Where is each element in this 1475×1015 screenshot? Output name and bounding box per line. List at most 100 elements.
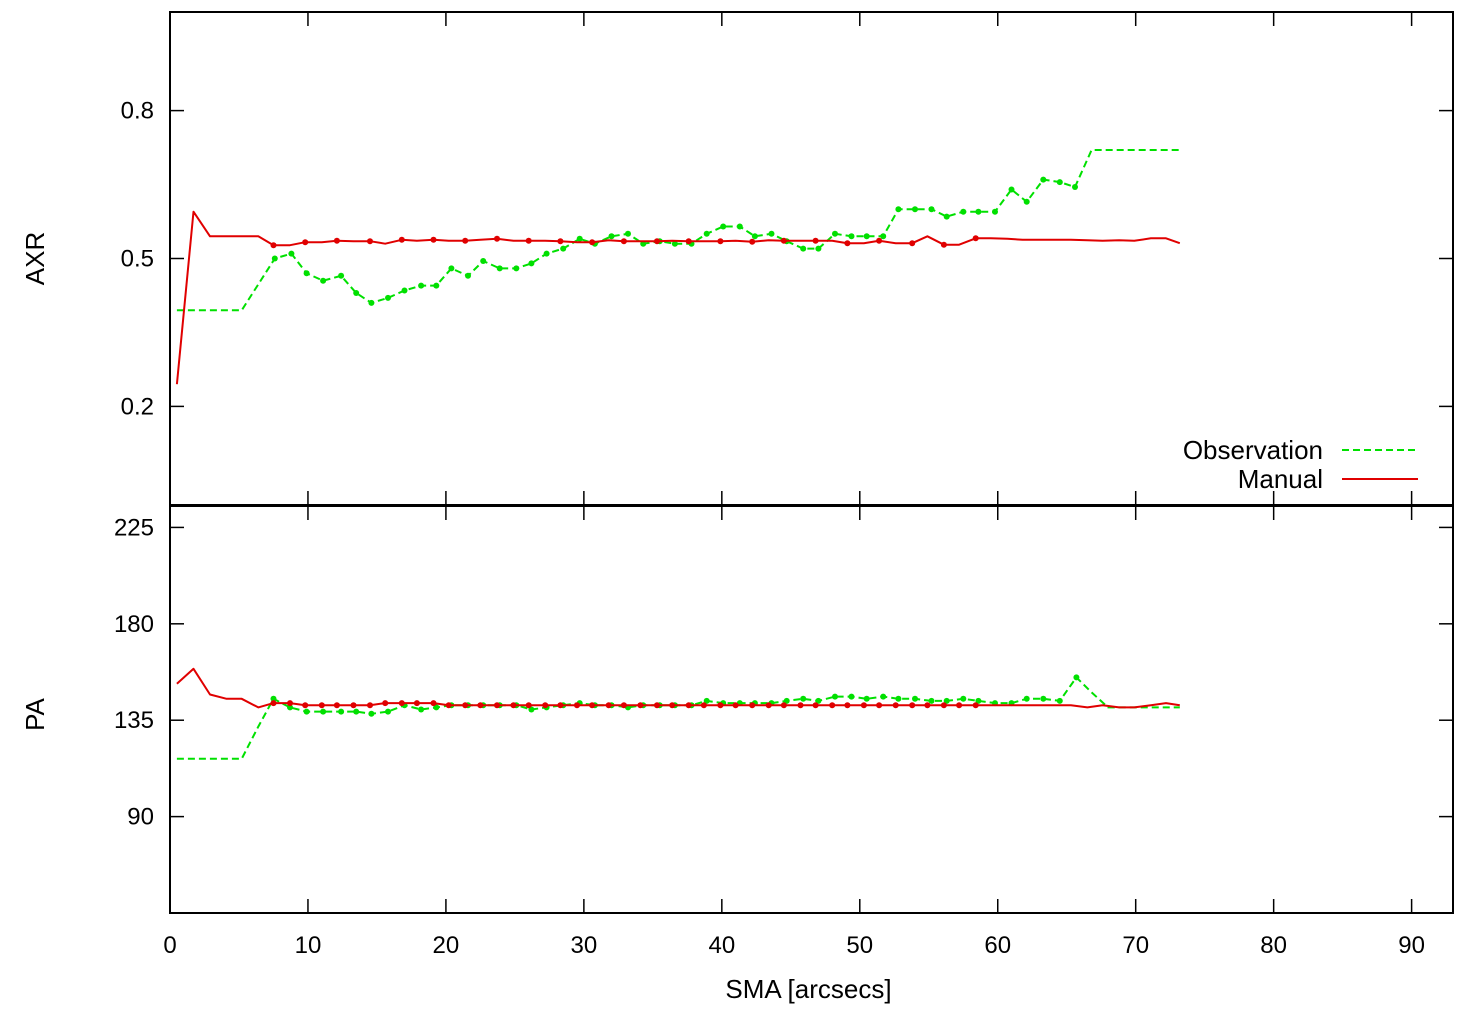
pa-plot-area [176, 667, 1180, 760]
axr-point-observation [480, 258, 487, 264]
axr-point-observation [703, 230, 710, 237]
pa-point-manual [382, 700, 389, 707]
pa-point-observation [960, 695, 967, 702]
pa-point-manual [589, 702, 596, 709]
xtick-label: 0 [163, 932, 176, 959]
axr-point-manual [972, 235, 979, 242]
pa-point-manual [700, 702, 707, 709]
axr-point-manual [557, 238, 564, 245]
pa-ytick-label: 90 [127, 804, 154, 831]
axr-point-observation [751, 233, 758, 240]
pa-point-observation [385, 708, 391, 715]
axr-point-observation [353, 290, 360, 296]
axr-point-observation [895, 206, 902, 213]
axr-point-manual [302, 239, 309, 246]
xtick-label: 50 [846, 932, 873, 959]
axr-point-manual [844, 240, 851, 247]
axr-point-observation [1023, 198, 1030, 205]
pa-point-observation [1073, 674, 1080, 681]
pa-point-manual [940, 702, 947, 709]
axr-point-manual [333, 237, 340, 244]
pa-point-manual [462, 702, 469, 709]
pa-point-manual [287, 700, 293, 707]
xtick-label: 80 [1260, 932, 1287, 959]
pa-point-observation [848, 693, 855, 700]
axr-point-observation [800, 245, 807, 252]
pa-point-manual [542, 702, 549, 709]
pa-point-manual [510, 702, 517, 709]
axr-point-observation [608, 233, 615, 240]
axr-point-observation [671, 240, 678, 247]
axr-point-observation [496, 265, 503, 272]
axr-point-observation [513, 265, 520, 272]
legend-label-observation: Observation [1183, 435, 1323, 465]
axr-plot-area [175, 149, 1181, 385]
pa-point-manual [557, 702, 564, 709]
pa-point-manual [765, 702, 772, 709]
pa-point-manual [956, 702, 963, 709]
xtick-label: 40 [708, 932, 735, 959]
axr-point-observation [465, 272, 471, 279]
pa-point-manual [829, 702, 836, 709]
pa-point-observation [353, 708, 360, 715]
pa-point-observation [338, 708, 345, 715]
pa-point-observation [895, 695, 902, 702]
pa-point-observation [943, 697, 950, 704]
axr-point-observation [338, 272, 345, 279]
axr-axis-title: AXR [20, 232, 50, 285]
pa-point-manual [732, 702, 739, 709]
axr-point-observation [928, 206, 935, 213]
pa-axis-title: PA [20, 697, 50, 730]
pa-point-observation [880, 693, 887, 700]
xtick-label: 60 [984, 932, 1011, 959]
legend: Observation Manual [1183, 435, 1418, 494]
axr-point-observation [736, 223, 743, 230]
pa-point-observation [270, 695, 277, 702]
pa-point-manual [413, 700, 420, 707]
pa-point-manual [860, 702, 867, 709]
axr-point-manual [398, 236, 405, 243]
pa-point-manual [445, 702, 452, 709]
pa-point-observation [975, 697, 982, 704]
axr-point-observation [448, 265, 455, 272]
pa-point-observation [1040, 695, 1047, 702]
pa-point-observation [368, 710, 375, 717]
pa-point-manual [669, 702, 676, 709]
axr-point-manual [430, 236, 437, 243]
pa-point-manual [812, 702, 819, 709]
pa-point-observation [815, 697, 822, 704]
axr-point-observation [848, 233, 855, 240]
pa-point-manual [318, 702, 325, 709]
axr-point-observation [543, 250, 550, 257]
pa-point-observation [912, 695, 918, 702]
pa-ytick-label: 180 [114, 611, 154, 638]
pa-point-manual [367, 702, 373, 709]
axr-point-observation [560, 245, 567, 252]
axr-point-observation [1072, 184, 1078, 190]
axr-series-manual [175, 210, 1181, 385]
axr-ytick-label: 0.2 [121, 393, 154, 420]
axr-point-observation [880, 233, 887, 240]
pa-point-manual [525, 702, 532, 709]
pa-point-manual [574, 702, 580, 709]
pa-point-observation [433, 704, 440, 711]
pa-point-observation [863, 695, 870, 702]
pa-panel: 90 135 180 225 0 10 20 30 40 50 60 70 80 90 PA SMA [arc… [20, 505, 1454, 1004]
axr-point-manual [367, 238, 373, 245]
pa-series-manual [176, 667, 1180, 709]
axr-point-observation [1008, 186, 1015, 193]
pa-point-manual [749, 702, 756, 709]
pa-point-manual [637, 702, 644, 709]
axr-point-manual [812, 237, 819, 244]
pa-point-manual [620, 702, 627, 709]
axr-point-observation [912, 206, 918, 213]
pa-point-observation [783, 697, 790, 704]
pa-point-manual [892, 702, 899, 709]
axr-point-manual [494, 235, 500, 242]
axr-point-observation [768, 230, 775, 237]
pa-point-observation [320, 708, 327, 715]
pa-point-manual [844, 702, 851, 709]
axr-ytick-label: 0.5 [121, 246, 154, 273]
axr-point-observation [401, 287, 408, 294]
